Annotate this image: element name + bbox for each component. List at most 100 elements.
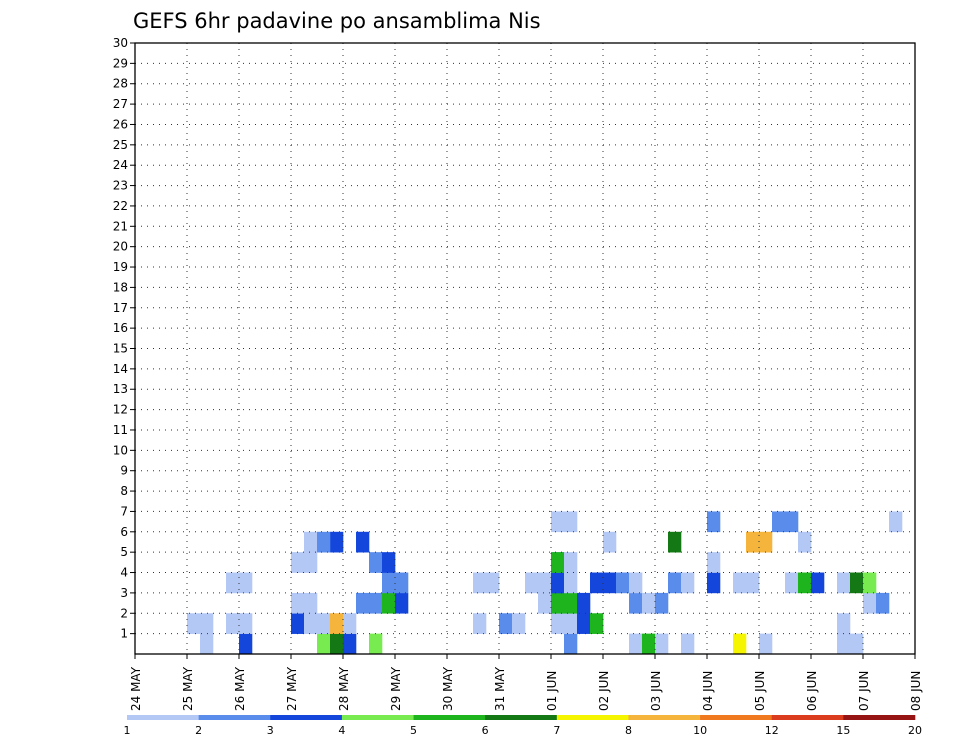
heatmap-cell [629,572,643,594]
heatmap-cell [551,613,565,634]
y-tick-label: 28 [113,77,128,91]
x-tick-label: 08 JUN [909,671,923,711]
heatmap-cell [486,572,500,594]
y-tick-label: 25 [113,138,128,152]
y-tick-label: 11 [113,423,128,437]
heatmap-cell [356,531,370,553]
heatmap-cell [577,613,591,634]
y-tick-label: 30 [113,36,128,50]
y-tick-label: 27 [113,97,128,111]
heatmap-cell [785,511,799,533]
heatmap-cell [655,592,669,614]
heatmap-cell [707,552,721,573]
heatmap-cell [382,572,396,594]
colorbar-label: 7 [553,724,560,737]
x-tick-label: 30 MAY [441,666,455,711]
heatmap-cell [304,531,318,553]
heatmap-cell [551,511,565,533]
x-tick-label: 01 JUN [545,671,559,711]
x-tick-label: 29 MAY [389,666,403,711]
colorbar-segment [341,715,414,720]
heatmap-cell [239,572,253,594]
colorbar-segment [413,715,486,720]
heatmap-cell [473,572,487,594]
y-tick-label: 5 [120,545,128,559]
y-axis: 1234567891011121314151617181920212223242… [113,36,135,641]
heatmap-cell [395,592,409,614]
heatmap-cell [499,613,513,634]
y-tick-label: 10 [113,443,128,457]
heatmap-cell [733,633,747,655]
colorbar-label: 20 [908,724,922,737]
colorbar-segment [771,715,844,720]
colorbar-segment [556,715,629,720]
y-tick-label: 15 [113,342,128,356]
heatmap-cell [603,572,617,594]
heatmap-cell [564,592,578,614]
y-tick-label: 16 [113,321,128,335]
heatmap-cell [551,592,565,614]
heatmap-cell [642,592,656,614]
heatmap-cell [226,572,240,594]
colorbar-label: 2 [195,724,202,737]
y-tick-label: 12 [113,403,128,417]
heatmap-cell [772,511,786,533]
y-tick-label: 23 [113,179,128,193]
heatmap-cell [668,531,682,553]
colorbar-segment [198,715,271,720]
y-tick-label: 2 [120,606,128,620]
colorbar-segment [628,715,701,720]
heatmap-cell [733,572,747,594]
colorbar-label: 3 [267,724,274,737]
heatmap-cell [291,613,305,634]
heatmap-cell [291,592,305,614]
x-tick-label: 24 MAY [129,666,143,711]
colorbar-label: 12 [765,724,779,737]
heatmap-cell [551,572,565,594]
colorbar-label: 5 [410,724,417,737]
y-tick-label: 7 [120,504,128,518]
x-tick-label: 07 JUN [857,671,871,711]
colorbar-label: 4 [338,724,345,737]
y-tick-label: 4 [120,566,128,580]
colorbar-label: 8 [625,724,632,737]
heatmap-cell [564,572,578,594]
heatmap-cell [590,613,604,634]
heatmap-cell [629,592,643,614]
heatmap-cell [876,592,890,614]
y-tick-label: 6 [120,525,128,539]
heatmap-cell [837,633,851,655]
x-tick-label: 04 JUN [701,671,715,711]
y-tick-label: 22 [113,199,128,213]
heatmap-cell [837,572,851,594]
heatmap-cell [304,552,318,573]
y-tick-label: 13 [113,382,128,396]
y-tick-label: 18 [113,280,128,294]
heatmap-cell [590,572,604,594]
heatmap-cell [629,633,643,655]
y-tick-label: 1 [120,627,128,641]
colorbar-label: 15 [836,724,850,737]
heatmap-cell [564,613,578,634]
colorbar-segment [127,715,199,720]
gridlines [135,43,915,654]
colorbar-segment [700,715,773,720]
heatmap-cell [798,572,812,594]
y-tick-label: 3 [120,586,128,600]
heatmap-cell [863,572,877,594]
heatmap-cell [564,552,578,573]
y-tick-label: 14 [113,362,128,376]
heatmap-cell [785,572,799,594]
heatmap-cell [759,531,773,553]
x-tick-label: 31 MAY [493,666,507,711]
heatmap-cell [239,613,253,634]
heatmap-cell [330,613,344,634]
heatmap-cell [343,613,357,634]
heatmap-cell [525,572,539,594]
heatmap-cell [382,592,396,614]
heatmap-cell [850,572,864,594]
heatmap-cell [200,633,214,655]
heatmap-cell [681,572,695,594]
heatmap-cell [707,511,721,533]
